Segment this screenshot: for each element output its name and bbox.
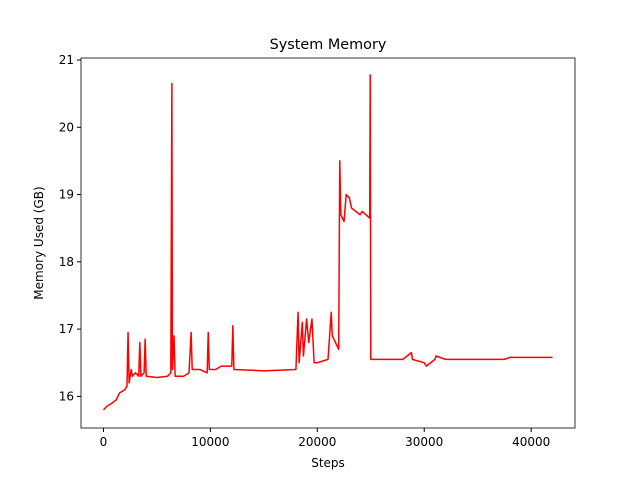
x-axis-label: Steps <box>311 456 345 470</box>
y-tick-label: 17 <box>59 322 74 336</box>
x-tick-label: 20000 <box>298 435 336 449</box>
chart-title: System Memory <box>270 37 387 53</box>
y-tick-label: 19 <box>59 188 74 202</box>
data-line <box>102 74 553 411</box>
y-tick-label: 18 <box>59 255 74 269</box>
y-axis-label: Memory Used (GB) <box>32 186 46 299</box>
y-tick-label: 16 <box>59 389 74 403</box>
x-tick-label: 10000 <box>191 435 229 449</box>
x-tick-label: 30000 <box>405 435 443 449</box>
x-tick-label: 0 <box>100 435 108 449</box>
plot-frame <box>80 57 576 429</box>
y-tick-label: 21 <box>59 53 74 67</box>
x-tick-label: 40000 <box>512 435 550 449</box>
y-tick-label: 20 <box>59 120 74 134</box>
